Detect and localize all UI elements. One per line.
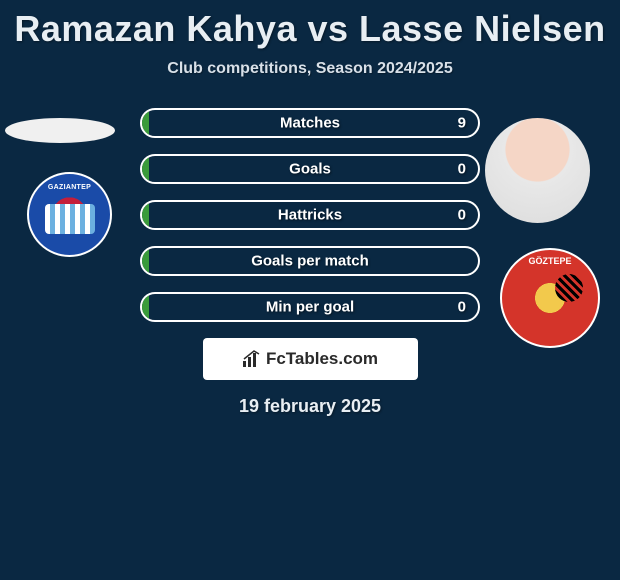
stat-label: Hattricks	[278, 207, 342, 224]
stat-label: Min per goal	[266, 299, 354, 316]
club-right-badge: GÖZTEPE	[500, 248, 600, 348]
brand-box: FcTables.com	[203, 338, 418, 380]
stat-fill-left	[142, 156, 149, 182]
stat-row-matches: Matches 9	[140, 108, 480, 138]
stat-row-min-per-goal: Min per goal 0	[140, 292, 480, 322]
stats-area: GAZIANTEP GÖZTEPE Matches 9 Goals 0 Hatt…	[0, 108, 620, 417]
stat-fill-left	[142, 110, 149, 136]
date-label: 19 february 2025	[0, 396, 620, 417]
stat-fill-left	[142, 248, 149, 274]
stat-label: Goals	[289, 161, 331, 178]
stat-fill-left	[142, 202, 149, 228]
subtitle: Club competitions, Season 2024/2025	[0, 60, 620, 78]
stat-row-hattricks: Hattricks 0	[140, 200, 480, 230]
stat-label: Matches	[280, 115, 340, 132]
page-title: Ramazan Kahya vs Lasse Nielsen	[0, 0, 620, 50]
stat-value-right: 0	[458, 299, 466, 316]
club-left-label: GAZIANTEP	[48, 184, 91, 191]
stat-row-goals-per-match: Goals per match	[140, 246, 480, 276]
club-left-badge: GAZIANTEP	[27, 172, 112, 257]
stat-row-goals: Goals 0	[140, 154, 480, 184]
stat-value-right: 0	[458, 161, 466, 178]
chart-icon	[242, 350, 262, 368]
stat-fill-left	[142, 294, 149, 320]
stat-value-right: 9	[458, 115, 466, 132]
club-right-label: GÖZTEPE	[528, 256, 571, 266]
stat-value-right: 0	[458, 207, 466, 224]
stat-label: Goals per match	[251, 253, 369, 270]
player-right-avatar	[485, 118, 590, 223]
player-left-avatar	[5, 118, 115, 143]
brand-text: FcTables.com	[266, 349, 378, 369]
